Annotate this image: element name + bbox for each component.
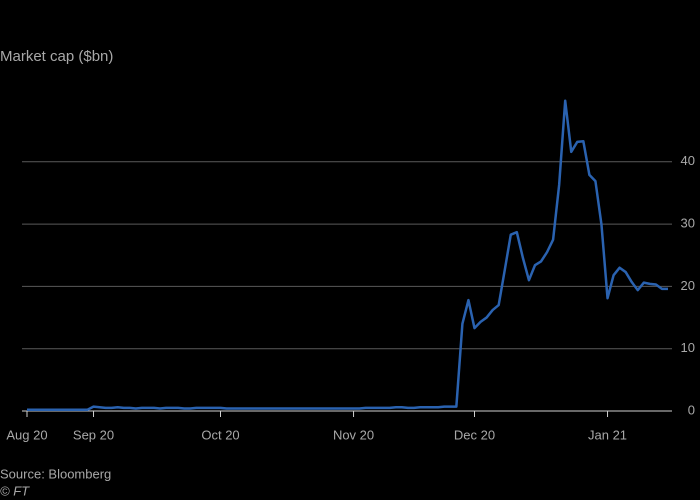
x-tick-label: Dec 20 bbox=[454, 427, 495, 442]
y-tick-label: 40 bbox=[681, 153, 695, 168]
y-tick-label: 30 bbox=[681, 216, 695, 231]
y-tick-label: 10 bbox=[681, 340, 695, 355]
x-tick-label: Nov 20 bbox=[333, 427, 374, 442]
x-tick-label: Aug 20 bbox=[6, 427, 47, 442]
x-tick-label: Jan 21 bbox=[588, 427, 627, 442]
x-tick-label: Oct 20 bbox=[201, 427, 239, 442]
x-tick-label: Sep 20 bbox=[73, 427, 114, 442]
chart-title: Market cap ($bn) bbox=[0, 48, 113, 65]
credit: © FT bbox=[0, 483, 30, 498]
y-tick-label: 20 bbox=[681, 278, 695, 293]
source: Source: Bloomberg bbox=[0, 466, 111, 481]
y-tick-label: 0 bbox=[688, 402, 695, 417]
line bbox=[27, 99, 668, 411]
